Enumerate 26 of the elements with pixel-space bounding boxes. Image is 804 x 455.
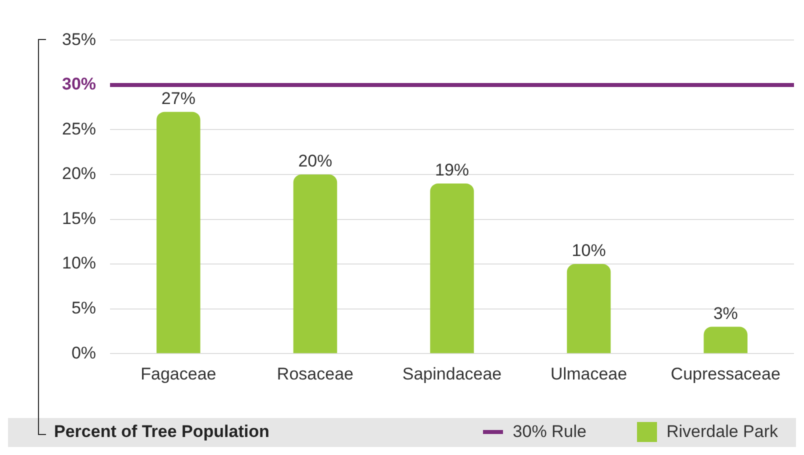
x-tick-label: Cupressaceae — [670, 364, 780, 384]
legend-label: Riverdale Park — [666, 422, 778, 442]
y-tick-label: 5% — [71, 298, 96, 318]
x-tick-label: Fagaceae — [140, 364, 216, 384]
bar — [430, 183, 474, 354]
bar — [293, 174, 338, 354]
y-tick-label: 30% — [62, 74, 96, 94]
y-axis-title: Percent of Tree Population — [54, 422, 270, 442]
data-label: 3% — [713, 304, 738, 323]
bar — [566, 264, 611, 354]
y-tick-label: 25% — [62, 119, 96, 138]
y-tick-label: 20% — [62, 164, 96, 184]
y-tick-label: 0% — [71, 343, 96, 362]
data-label: 20% — [298, 152, 332, 171]
bar — [704, 326, 748, 354]
data-label: 10% — [572, 241, 606, 260]
x-tick-label: Ulmaceae — [550, 364, 628, 384]
data-label: 19% — [434, 160, 470, 180]
y-tick-label: 15% — [62, 208, 96, 228]
y-tick-label: 35% — [62, 30, 96, 49]
data-label: 27% — [161, 89, 196, 108]
x-tick-label: Sapindaceae — [402, 364, 502, 384]
x-tick-label: Rosaceae — [276, 364, 354, 384]
bar — [156, 112, 200, 354]
legend-label: 30% Rule — [512, 422, 586, 442]
y-tick-label: 10% — [62, 254, 96, 273]
